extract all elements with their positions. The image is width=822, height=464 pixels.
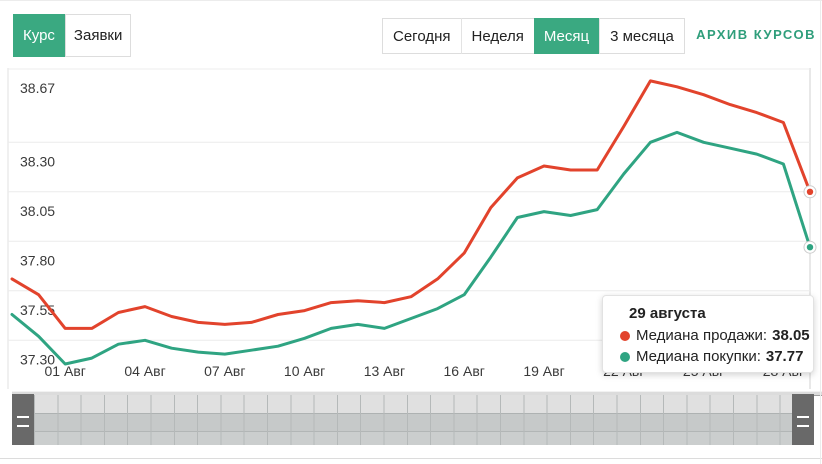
tooltip-date: 29 августа — [629, 305, 706, 322]
tooltip-row-sell: Медиана продажи: 38.05 — [617, 327, 810, 344]
y-axis-label: 38.05 — [20, 203, 55, 219]
archive-link[interactable]: АРХИВ КУРСОВ — [696, 27, 816, 42]
navigator-left-handle[interactable] — [12, 394, 34, 445]
x-axis-label: 19 Авг — [523, 363, 564, 379]
tooltip-buy-value: 37.77 — [765, 348, 804, 365]
bottom-divider — [0, 458, 822, 459]
tooltip-buy-label: Медиана покупки: — [636, 348, 761, 365]
navigator-grid-track[interactable] — [34, 395, 792, 445]
x-axis-label: 10 Авг — [284, 363, 325, 379]
y-axis-label: 38.30 — [20, 153, 55, 169]
y-axis-label: 37.30 — [20, 351, 55, 367]
chart-tooltip: 29 августа Медиана продажи: 38.05 Медиан… — [602, 295, 814, 373]
y-axis-label: 37.80 — [20, 252, 55, 268]
tooltip-sell-value: 38.05 — [772, 327, 810, 344]
buy-dot-icon — [620, 351, 630, 362]
x-axis-label: 07 Авг — [204, 363, 245, 379]
last-point-marker — [806, 244, 814, 251]
period-month[interactable]: Месяц — [533, 18, 600, 54]
y-axis-label: 38.67 — [20, 80, 55, 96]
view-tabs: Курс Заявки — [13, 14, 132, 57]
right-divider — [820, 1, 821, 464]
navigator-right-handle[interactable] — [792, 394, 814, 445]
grip-icon — [17, 416, 29, 427]
x-axis-label: 01 Авг — [45, 363, 86, 379]
period-today[interactable]: Сегодня — [393, 27, 451, 45]
tab-kurs[interactable]: Курс — [13, 14, 65, 57]
x-axis-label: 13 Авг — [364, 363, 405, 379]
last-point-marker — [806, 188, 814, 195]
period-week[interactable]: Неделя — [460, 18, 534, 54]
period-selector: Сегодня Неделя Месяц 3 месяца — [382, 18, 685, 54]
tooltip-sell-label: Медиана продажи: — [636, 327, 768, 344]
grip-icon — [797, 416, 809, 427]
tab-zayavki[interactable]: Заявки — [64, 14, 132, 57]
series-line — [10, 130, 812, 366]
x-axis-label: 16 Авг — [444, 363, 485, 379]
series-line — [10, 79, 812, 330]
sell-dot-icon — [620, 330, 630, 341]
x-axis-label: 04 Авг — [124, 363, 165, 379]
period-3months[interactable]: 3 месяца — [599, 18, 684, 54]
range-navigator — [0, 390, 822, 446]
tooltip-row-buy: Медиана покупки: 37.77 — [617, 348, 804, 365]
